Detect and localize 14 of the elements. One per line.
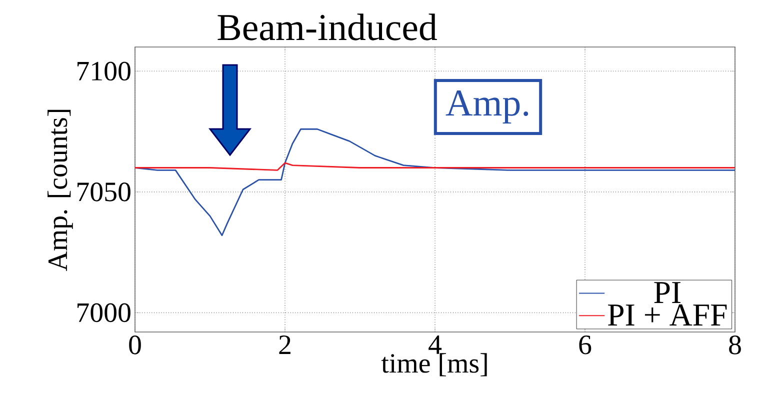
- annotation: Amp.: [446, 90, 528, 124]
- legend-label: PI: [654, 282, 680, 303]
- x-tick-label: 0: [129, 336, 141, 354]
- y-tick-label: 7100: [78, 62, 130, 81]
- x-tick-label: 4: [428, 336, 442, 354]
- legend-label: PI + AFF: [608, 304, 727, 326]
- x-tick-label: 2: [279, 336, 290, 354]
- text: Beam-induced: [218, 14, 437, 40]
- y-tick-label: 7050: [78, 182, 130, 202]
- y-axis-title: Amp. [counts]: [48, 110, 73, 271]
- x-axis-title: time [ms]: [381, 353, 487, 376]
- x-tick-label: 8: [729, 336, 741, 354]
- x-tick-label: 6: [579, 336, 592, 354]
- y-tick-label: 7000: [78, 303, 130, 322]
